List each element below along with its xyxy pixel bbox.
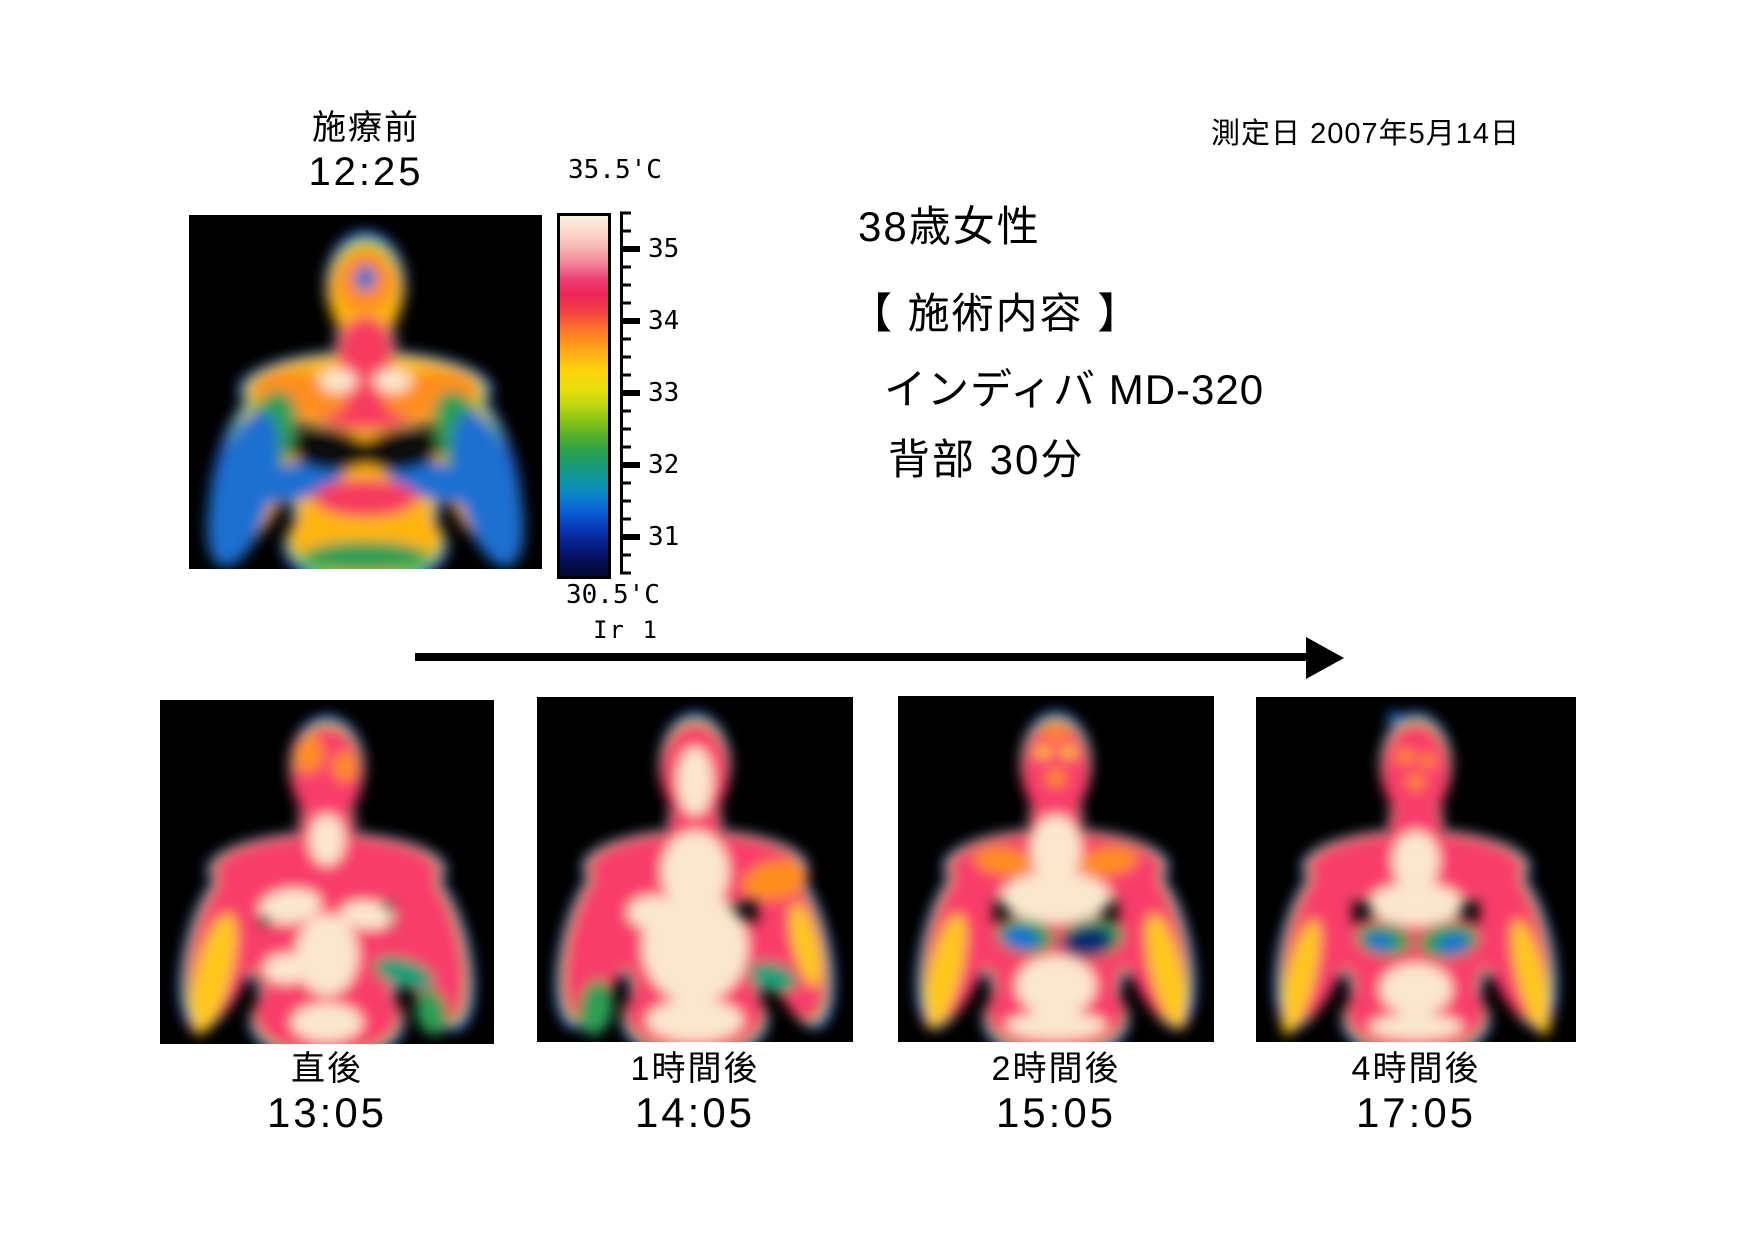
scale-min-temperature: 30.5'C	[566, 580, 660, 610]
caption-time: 13:05	[266, 1089, 388, 1136]
pre-treatment-time: 12:25	[308, 150, 424, 194]
caption-time: 15:05	[995, 1089, 1117, 1136]
procedure-area-duration: 背部 30分	[888, 436, 1085, 483]
procedure-section-title: 【 施術内容 】	[850, 290, 1142, 337]
scale-tick-label: 33	[648, 378, 680, 408]
caption-label: 4時間後	[1351, 1050, 1481, 1088]
scale-tick-label: 35	[648, 234, 680, 264]
temperature-colorbar	[557, 213, 611, 579]
temperature-scale-ruler	[620, 211, 640, 575]
thermal-image-1-hour-after	[537, 697, 853, 1042]
patient-age-sex: 38歳女性	[858, 203, 1041, 250]
measurement-date: 測定日 2007年5月14日	[1211, 118, 1520, 150]
scale-sensor-label: Ir 1	[593, 616, 659, 644]
caption-2-hours-after: 2時間後 15:05	[898, 1048, 1214, 1136]
caption-1-hour-after: 1時間後 14:05	[537, 1048, 853, 1136]
scale-tick-label: 32	[648, 450, 680, 480]
caption-time: 14:05	[634, 1089, 756, 1136]
caption-label: 2時間後	[991, 1050, 1121, 1088]
caption-label: 直後	[291, 1050, 363, 1088]
pre-treatment-caption: 施療前 12:25	[190, 108, 542, 196]
scale-tick-label: 34	[648, 306, 680, 336]
pre-treatment-label: 施療前	[312, 109, 420, 147]
timeline-arrow-head-icon	[1306, 637, 1344, 679]
thermal-image-4-hours-after	[1256, 697, 1576, 1042]
caption-4-hours-after: 4時間後 17:05	[1256, 1048, 1576, 1136]
thermal-image-pre-treatment	[189, 215, 542, 569]
scale-tick-label: 31	[648, 522, 680, 552]
scale-max-temperature: 35.5'C	[568, 155, 662, 185]
thermal-image-immediately-after	[160, 700, 494, 1044]
caption-label: 1時間後	[630, 1050, 760, 1088]
thermal-image-2-hours-after	[898, 696, 1214, 1042]
timeline-arrow-shaft	[415, 653, 1311, 661]
caption-time: 17:05	[1355, 1089, 1477, 1136]
procedure-device: インディバ MD-320	[884, 366, 1265, 413]
caption-immediately-after: 直後 13:05	[160, 1048, 494, 1136]
